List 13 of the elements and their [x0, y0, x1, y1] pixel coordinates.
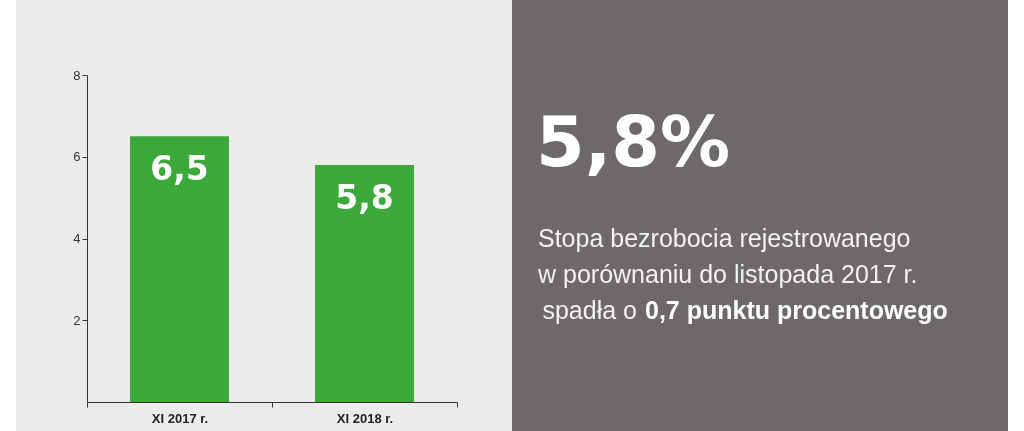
y-tick-label: 2	[73, 312, 81, 328]
data-label: 6,5	[150, 149, 209, 189]
x-tick-label: XI 2017 r.	[151, 410, 209, 426]
text: 0,7 punktu procentowego	[645, 296, 948, 324]
data-label: 5,8	[335, 177, 394, 217]
text: Stopa bezrobocia rejestrowanego	[538, 224, 911, 252]
y-tick-label: 6	[73, 149, 81, 165]
text: w porównaniu do listopada 2017 r.	[537, 260, 918, 288]
y-tick-label: 8	[73, 67, 81, 83]
text: 5,8%	[536, 101, 731, 183]
text: spadła o	[542, 296, 637, 324]
x-tick-label: XI 2018 r.	[336, 410, 394, 426]
y-tick-label: 4	[73, 231, 81, 246]
